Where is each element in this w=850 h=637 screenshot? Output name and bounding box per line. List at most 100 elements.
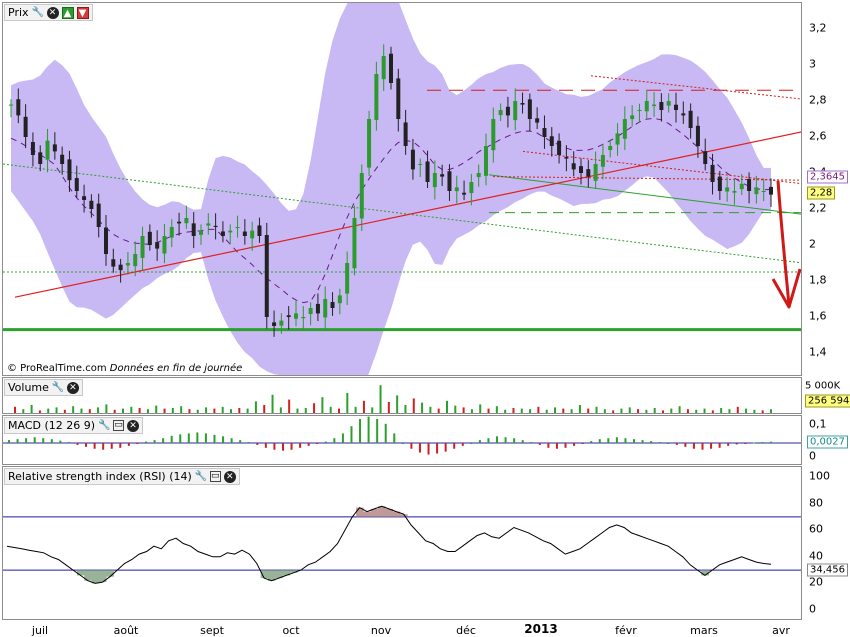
candle-body [674,104,678,110]
wrench-icon[interactable]: 🔧 [31,6,44,18]
window-icon[interactable]: ▭ [113,420,125,431]
macd-bar [410,443,413,449]
volume-bar [113,409,116,413]
volume-bar [745,408,748,413]
macd-bar [222,436,225,443]
candle-body [498,110,503,116]
macd-bar [718,443,721,448]
candle-body [235,227,240,228]
macd-bar [16,439,19,443]
macd-chart [3,416,801,455]
macd-bar [256,443,259,445]
volume-bar [504,409,507,413]
macd-bar [547,443,550,448]
price-tick-label: 1,4 [809,345,827,359]
channel-top-line [590,75,801,100]
volume-bar [512,408,515,413]
volume-bar [670,408,673,413]
candle-body [761,191,766,192]
candle-body [125,263,130,266]
volume-bar [346,393,349,413]
candle-body [542,127,547,137]
macd-bar [752,442,755,444]
macd-panel-title: MACD (12 26 9) [8,419,96,432]
rsi-overbought-fill [370,508,379,517]
close-icon[interactable]: ✕ [66,381,79,394]
candle-body [615,133,620,145]
candle-body [23,116,28,137]
volume-bar [770,409,772,413]
macd-tick-zero: 0 [809,449,816,463]
candle-body [96,203,101,227]
volume-bar [230,409,232,413]
volume-bar [628,407,631,413]
volume-bar [246,408,249,413]
volume-bar [55,407,58,413]
price-tick-label: 2,6 [809,129,827,143]
candle-body [38,152,43,164]
credit-text: © ProRealTime.com Données en fin de jour… [7,363,242,374]
move-down-icon[interactable]: ▼ [76,6,89,19]
candle-body [418,164,423,166]
macd-bar [607,438,610,443]
wrench-icon[interactable]: 🔧 [98,419,111,431]
volume-bar [387,402,390,413]
macd-bar [521,440,524,443]
macd-bar [710,443,713,449]
candle-body [389,53,393,83]
candle-body [301,317,306,319]
move-up-icon[interactable]: ▲ [61,6,74,19]
volume-bar [296,408,299,413]
volume-bar [188,409,191,413]
close-icon[interactable]: ✕ [127,419,140,432]
macd-bar [675,443,678,445]
volume-bar [263,405,266,413]
rsi-oversold-fill [267,570,276,581]
macd-bar [633,439,636,443]
volume-bar [678,406,681,413]
candle-body [206,223,211,226]
candle-body [754,187,759,195]
candle-body [725,187,730,192]
candle-body [505,106,510,116]
close-icon[interactable]: ✕ [46,6,59,19]
candle-body [374,74,379,120]
rsi-tick-label: 0 [809,602,816,616]
volume-bar [122,408,124,413]
macd-bar [179,434,182,443]
candle-body [118,264,123,271]
macd-bar [538,443,541,445]
candle-body [250,230,255,239]
macd-bar [770,441,772,443]
volume-bar [662,410,664,413]
candle-body [447,171,452,191]
candle-body [403,122,408,146]
rsi-scale: 100 80 60 40 20 0 34,456 [803,466,850,620]
candle-body [425,161,430,182]
volume-bar [14,406,16,413]
volume-bar [288,399,291,413]
volume-bar [30,405,33,413]
candle-body [644,101,649,112]
x-axis-month-label: nov [370,624,392,637]
volume-bar [171,408,174,413]
macd-bar [42,438,45,443]
wrench-icon[interactable]: 🔧 [194,470,208,482]
candle-body [345,263,350,294]
rsi-line [6,505,772,584]
rsi-oversold-fill [260,570,269,579]
volume-bar [753,409,756,413]
candle-body [630,115,635,120]
wrench-icon[interactable]: 🔧 [51,381,65,393]
candle-body [177,221,182,224]
price-tick-label: 1,6 [809,309,827,323]
window-icon[interactable]: ▭ [209,471,221,482]
candle-body [242,231,247,236]
close-icon[interactable]: ✕ [223,470,236,483]
volume-bar [22,409,25,413]
macd-bar [196,432,199,443]
candle-body [681,113,686,116]
candle-body [323,299,328,318]
macd-bar [590,441,593,443]
volume-panel: Volume 🔧 ✕ [2,377,802,414]
